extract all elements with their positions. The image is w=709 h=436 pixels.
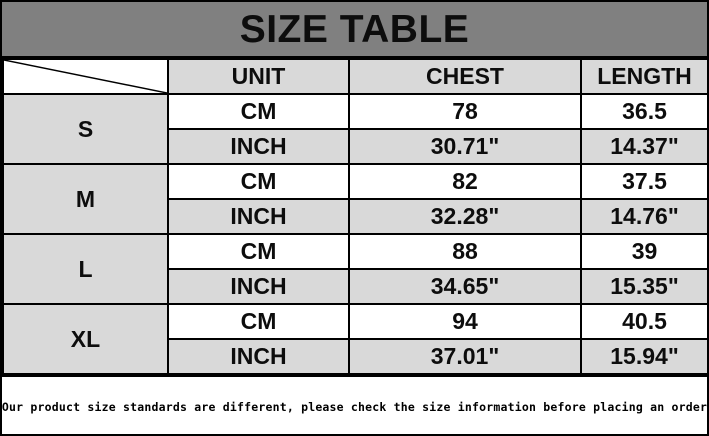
title-bar: SIZE TABLE xyxy=(2,2,707,58)
footer-note: Our product size standards are different… xyxy=(1,375,708,434)
unit-cell: CM xyxy=(167,303,350,340)
size-label-m: M xyxy=(2,163,169,235)
unit-cell: INCH xyxy=(167,198,350,235)
column-header-chest: CHEST xyxy=(348,58,582,95)
chest-cell: 34.65" xyxy=(348,268,582,305)
unit-cell: CM xyxy=(167,93,350,130)
length-cell: 40.5 xyxy=(580,303,707,340)
table-row: M CM 82 37.5 xyxy=(2,163,707,235)
table-header-row: UNIT CHEST LENGTH xyxy=(2,58,707,95)
column-header-length: LENGTH xyxy=(580,58,707,95)
diagonal-line-icon xyxy=(4,60,167,93)
chest-cell: 30.71" xyxy=(348,128,582,165)
table-row: INCH 37.01" 15.94" xyxy=(3,338,707,375)
footer-note-text: Our product size standards are different… xyxy=(1,400,708,414)
column-header-unit: UNIT xyxy=(167,58,350,95)
size-label-l: L xyxy=(2,233,169,305)
table-row: XL CM 94 40.5 xyxy=(2,303,707,375)
length-cell: 14.37" xyxy=(580,128,707,165)
unit-cell: INCH xyxy=(167,128,350,165)
length-cell: 37.5 xyxy=(580,163,707,200)
chest-cell: 78 xyxy=(348,93,582,130)
table-row: S CM 78 36.5 xyxy=(2,93,707,165)
chest-cell: 82 xyxy=(348,163,582,200)
length-cell: 39 xyxy=(580,233,707,270)
length-cell: 15.94" xyxy=(580,338,707,375)
unit-cell: INCH xyxy=(167,338,350,375)
chest-cell: 88 xyxy=(348,233,582,270)
corner-diagonal-cell xyxy=(2,58,169,95)
table-row: INCH 30.71" 14.37" xyxy=(3,128,707,165)
chest-cell: 37.01" xyxy=(348,338,582,375)
table-row: L CM 88 39 xyxy=(2,233,707,305)
size-label-s: S xyxy=(2,93,169,165)
length-cell: 15.35" xyxy=(580,268,707,305)
chest-cell: 94 xyxy=(348,303,582,340)
unit-cell: CM xyxy=(167,233,350,270)
table-row: INCH 32.28" 14.76" xyxy=(3,198,707,235)
unit-cell: CM xyxy=(167,163,350,200)
page-title: SIZE TABLE xyxy=(239,7,470,51)
size-label-xl: XL xyxy=(2,303,169,375)
length-cell: 14.76" xyxy=(580,198,707,235)
unit-cell: INCH xyxy=(167,268,350,305)
chest-cell: 32.28" xyxy=(348,198,582,235)
table-row: INCH 34.65" 15.35" xyxy=(3,268,707,305)
size-chart-table: UNIT CHEST LENGTH S CM 78 36.5 INCH 30.7… xyxy=(2,58,707,375)
length-cell: 36.5 xyxy=(580,93,707,130)
